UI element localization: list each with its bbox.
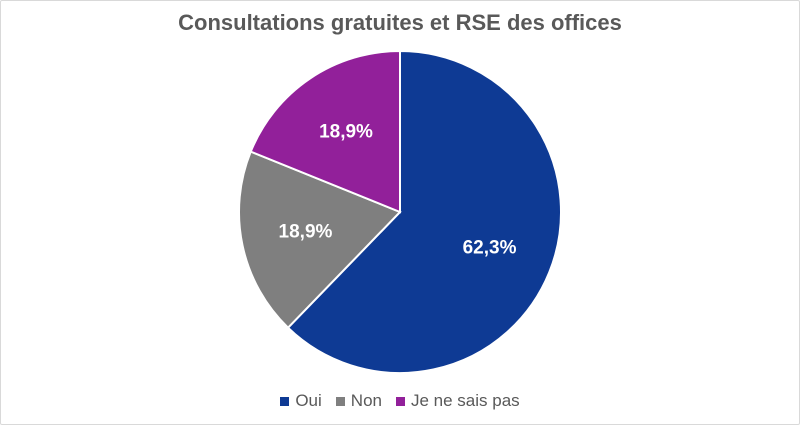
legend-label-non: Non: [350, 391, 382, 410]
pie-slice-je-ne-sais-pas: [249, 49, 401, 214]
legend-label-oui: Oui: [295, 391, 322, 410]
chart-title: Consultations gratuites et RSE des offic…: [178, 10, 622, 35]
legend-swatch-oui: [280, 396, 290, 406]
data-label-je-ne-sais-pas: 18,9%: [319, 121, 373, 142]
legend-swatch-je-ne-sais-pas: [395, 396, 405, 406]
legend-swatch-non: [335, 396, 345, 406]
pie-slice-non: [238, 150, 402, 330]
pie-slices: [238, 49, 562, 374]
pie-slice-oui: [286, 49, 562, 374]
legend-item-non: Non: [335, 391, 382, 411]
legend-item-je-ne-sais-pas: Je ne sais pas: [395, 391, 520, 411]
legend-label-je-ne-sais-pas: Je ne sais pas: [410, 391, 520, 410]
legend-item-oui: Oui: [280, 391, 322, 411]
pie-data-labels: 62,3% 18,9% 18,9%: [279, 121, 517, 258]
data-label-oui: 62,3%: [463, 238, 517, 259]
legend: Oui Non Je ne sais pas: [0, 391, 800, 411]
data-label-non: 18,9%: [279, 222, 333, 243]
